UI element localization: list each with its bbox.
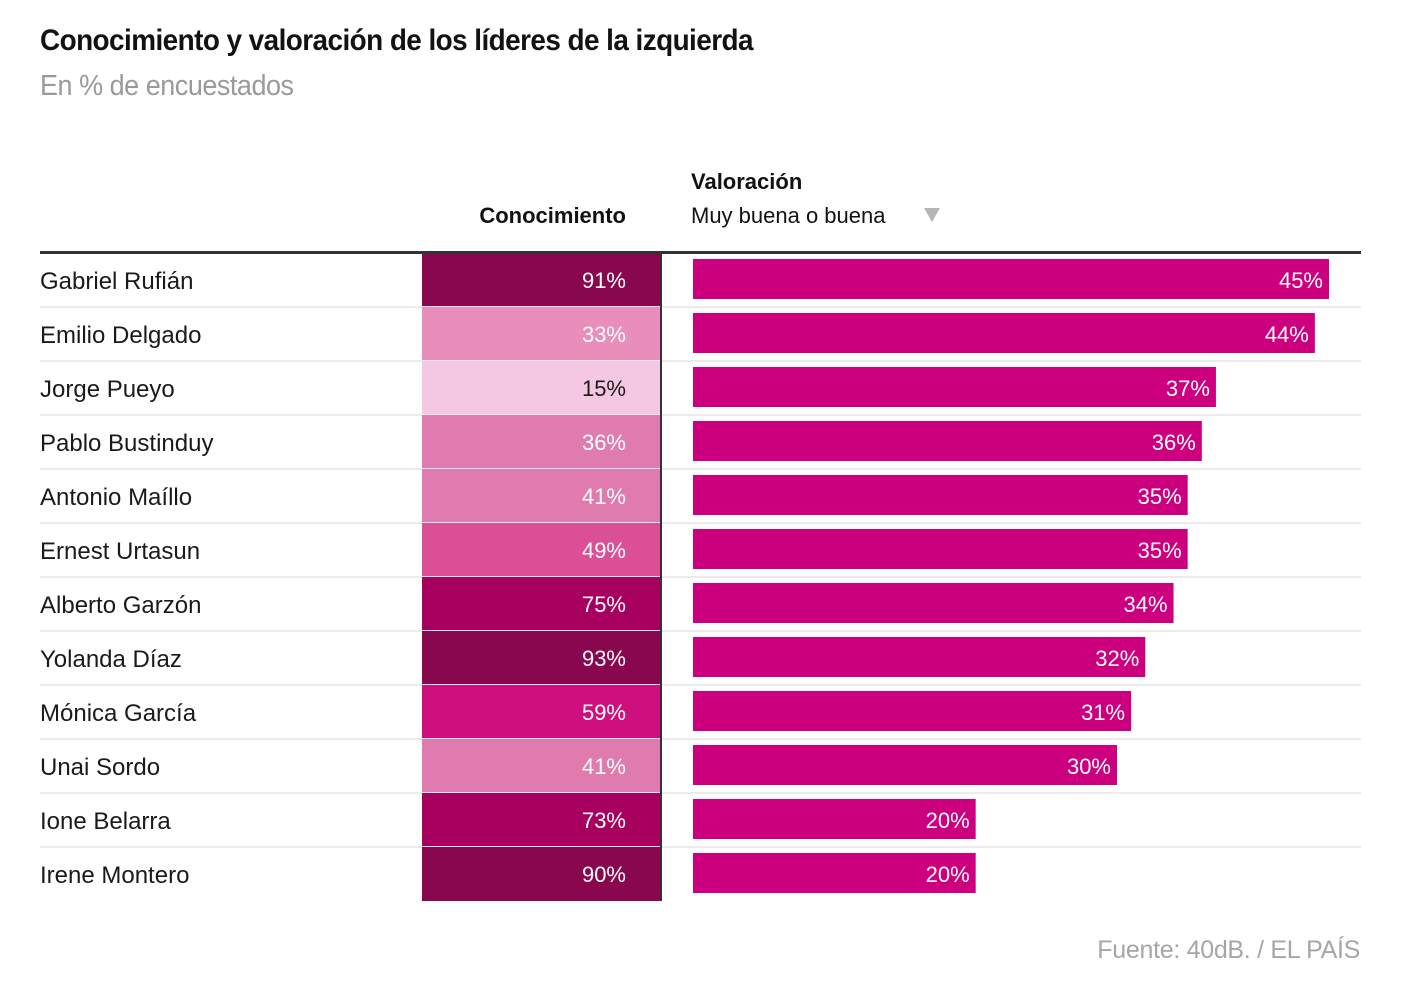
knowledge-value-label: 33% [582,322,626,347]
knowledge-value-label: 36% [582,430,626,455]
leader-name: Antonio Maíllo [40,484,192,511]
table-row[interactable]: Unai Sordo 41% 30% [40,739,1361,794]
rating-bar [693,313,1315,353]
rating-bar [693,421,1202,461]
leader-name: Jorge Pueyo [40,376,175,403]
table-row[interactable]: Irene Montero 90% 20% [40,847,976,901]
chart-subtitle: En % de encuestados [40,70,294,102]
leader-name: Ione Belarra [40,808,171,835]
row-divider [40,414,1361,416]
knowledge-value-label: 91% [582,268,626,293]
rating-bar [693,799,976,839]
table-row[interactable]: Ione Belarra 73% 20% [40,793,1361,848]
rating-value-label: 30% [1067,754,1111,779]
table-row[interactable]: Gabriel Rufián 91% 45% [40,254,1361,308]
leader-name: Unai Sordo [40,754,160,781]
header-rule [40,251,1361,254]
knowledge-cell [422,685,660,738]
knowledge-value-label: 90% [582,862,626,887]
rating-bar [693,691,1132,731]
knowledge-value-label: 49% [582,538,626,563]
rating-bar [693,475,1188,515]
rating-value-label: 35% [1138,538,1182,563]
knowledge-cell [422,631,660,684]
row-divider [40,576,1361,578]
rating-value-label: 20% [926,808,970,833]
knowledge-value-label: 15% [582,376,626,401]
table-row[interactable]: Yolanda Díaz 93% 32% [40,631,1361,686]
row-divider [40,468,1361,470]
leader-name: Alberto Garzón [40,592,201,619]
row-divider [40,846,1361,848]
row-divider [40,360,1361,362]
rating-bar [693,529,1188,569]
row-divider [40,684,1361,686]
knowledge-value-label: 73% [582,808,626,833]
rating-bar [693,367,1216,407]
table-row[interactable]: Ernest Urtasun 49% 35% [40,523,1361,578]
column-header-rating-sub[interactable]: Muy buena o buena [691,203,886,228]
leader-name: Emilio Delgado [40,322,201,349]
table-row[interactable]: Emilio Delgado 33% 44% [40,307,1361,362]
leader-name: Yolanda Díaz [40,646,182,673]
rating-value-label: 44% [1265,322,1309,347]
row-divider [40,630,1361,632]
leader-name: Irene Montero [40,862,189,889]
knowledge-cell [422,254,660,306]
table-row[interactable]: Alberto Garzón 75% 34% [40,577,1361,632]
column-header-knowledge: Conocimiento [479,203,626,228]
knowledge-cell [422,577,660,630]
table-row[interactable]: Mónica García 59% 31% [40,685,1361,740]
row-divider [40,306,1361,308]
rating-value-label: 45% [1279,268,1323,293]
knowledge-value-label: 59% [582,700,626,725]
knowledge-cell [422,469,660,522]
rating-value-label: 31% [1081,700,1125,725]
rating-bar [693,853,976,893]
knowledge-value-label: 93% [582,646,626,671]
source-credit: Fuente: 40dB. / EL PAÍS [1097,936,1360,964]
row-divider [40,738,1361,740]
leader-name: Mónica García [40,700,197,727]
rows-layer: Gabriel Rufián 91% 45% Emilio Delgado 33% 44%… [40,254,1361,901]
knowledge-value-label: 41% [582,484,626,509]
chart-title: Conocimiento y valoración de los líderes… [40,24,754,57]
sort-descending-icon[interactable] [924,208,940,222]
rating-value-label: 35% [1138,484,1182,509]
rating-value-label: 36% [1152,430,1196,455]
rating-bar [693,259,1329,299]
rating-bar [693,583,1174,623]
table-row[interactable]: Antonio Maíllo 41% 35% [40,469,1361,524]
knowledge-cell [422,361,660,414]
row-divider [40,792,1361,794]
rating-bar [693,637,1146,677]
knowledge-cell [422,415,660,468]
rating-bar [693,745,1117,785]
knowledge-value-label: 75% [582,592,626,617]
table-row[interactable]: Jorge Pueyo 15% 37% [40,361,1361,416]
rating-value-label: 37% [1166,376,1210,401]
leader-name: Pablo Bustinduy [40,430,213,457]
knowledge-cell [422,847,660,901]
knowledge-value-label: 41% [582,754,626,779]
knowledge-cell [422,523,660,576]
column-header-rating: Valoración [691,169,803,194]
rating-value-label: 32% [1095,646,1139,671]
leader-name: Ernest Urtasun [40,538,200,565]
table-row[interactable]: Pablo Bustinduy 36% 36% [40,415,1361,470]
knowledge-cell [422,739,660,792]
row-divider [40,522,1361,524]
knowledge-cell [422,307,660,360]
knowledge-cell [422,793,660,846]
rating-value-label: 34% [1123,592,1167,617]
leader-name: Gabriel Rufián [40,268,193,295]
rating-value-label: 20% [926,862,970,887]
